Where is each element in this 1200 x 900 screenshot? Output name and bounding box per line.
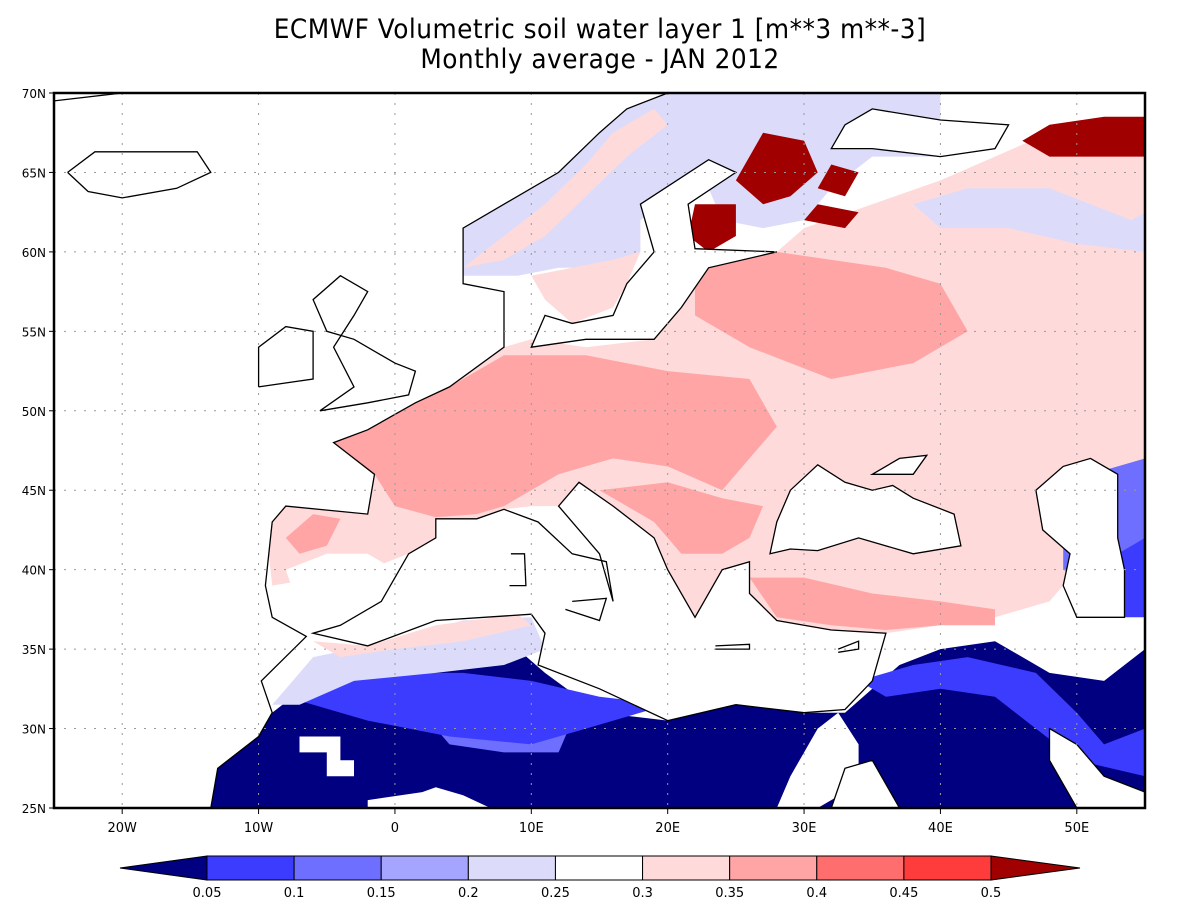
coastline [837, 640, 860, 653]
colorbar-label: 0.4 [806, 886, 827, 900]
sea-region [310, 481, 887, 722]
y-tick-label: 45N [22, 484, 46, 498]
colorbar-extend-high [990, 855, 1081, 881]
field-region [285, 553, 395, 618]
sea-region [869, 454, 929, 475]
colorbar-box [816, 855, 905, 881]
sea-region [54, 93, 668, 808]
x-tick-label: 0 [391, 821, 399, 836]
field-region [333, 355, 777, 518]
colorbar-box [642, 855, 731, 881]
sea-region [830, 108, 1010, 158]
y-axis: 70N 65N 60N 55N 50N 45N 40N 35N 30N 25N [22, 87, 54, 816]
y-tick-label: 50N [22, 405, 46, 419]
x-tick-label: 10W [244, 821, 274, 836]
field-region [913, 188, 1145, 252]
chart-subtitle: Monthly average - JAN 2012 [420, 44, 780, 75]
field-region [299, 736, 354, 777]
soil-water-field [54, 93, 1145, 808]
colorbar-label: 0.5 [981, 886, 1002, 900]
coastline [257, 325, 314, 388]
colorbar-label: 0.2 [458, 886, 479, 900]
field-region [367, 787, 491, 808]
colorbar-box [293, 855, 382, 881]
colorbar-extend-low [119, 855, 208, 881]
y-tick-label: 25N [22, 802, 46, 816]
colorbar-label: 0.25 [541, 886, 570, 900]
colorbar-label: 0.1 [284, 886, 305, 900]
colorbar-label: 0.35 [715, 886, 744, 900]
coastline [715, 643, 751, 650]
coastline [67, 151, 212, 199]
colorbar-box [206, 855, 295, 881]
x-tick-label: 20E [655, 821, 680, 836]
field-region [531, 251, 641, 324]
field-region [776, 712, 859, 808]
field-region [599, 482, 764, 554]
colorbar-label: 0.45 [889, 886, 918, 900]
field-region [695, 251, 968, 379]
grid-lines [54, 93, 1145, 808]
coastline [312, 274, 417, 412]
chart-title: ECMWF Volumetric soil water layer 1 [m**… [273, 14, 927, 45]
coastline [565, 597, 608, 622]
field-region [735, 132, 818, 205]
x-tick-label: 20W [107, 821, 137, 836]
colorbar-label: 0.15 [367, 886, 396, 900]
colorbar-label: 0.3 [632, 886, 653, 900]
y-tick-label: 30N [22, 723, 46, 737]
coastline [509, 553, 527, 587]
colorbar-box [554, 855, 644, 881]
field-region [272, 617, 545, 705]
field-region [1022, 116, 1145, 157]
field-region [688, 204, 736, 252]
y-tick-label: 60N [22, 246, 46, 260]
y-tick-label: 70N [22, 87, 46, 101]
colorbar: 0.05 0.1 0.15 0.2 0.25 0.3 0.35 0.4 0.45 0.5 [119, 855, 1081, 900]
sea-region [769, 463, 962, 555]
x-tick-label: 30E [792, 821, 817, 836]
y-tick-label: 65N [22, 166, 46, 180]
sea-region [1048, 727, 1145, 808]
sea-region [830, 759, 901, 808]
coastlines [54, 93, 860, 653]
field-region [804, 204, 859, 229]
colorbar-box [380, 855, 469, 881]
field-region [285, 672, 668, 745]
colorbar-label: 0.05 [193, 886, 222, 900]
field-region [749, 577, 995, 630]
field-region [285, 514, 341, 554]
x-tick-label: 10E [519, 821, 544, 836]
map-frame [52, 91, 1147, 810]
colorbar-box [903, 855, 992, 881]
colorbar-box [467, 855, 556, 881]
y-tick-label: 40N [22, 564, 46, 578]
field-region [463, 108, 668, 268]
x-axis: 20W 10W 0 10E 20E 30E 40E 50E [107, 808, 1089, 836]
y-tick-label: 35N [22, 643, 46, 657]
y-tick-label: 55N [22, 325, 46, 339]
colorbar-box [729, 855, 818, 881]
x-tick-label: 40E [928, 821, 953, 836]
field-region [817, 164, 859, 197]
x-tick-label: 50E [1064, 821, 1089, 836]
sea-region [1035, 457, 1126, 618]
coastline [54, 93, 123, 102]
